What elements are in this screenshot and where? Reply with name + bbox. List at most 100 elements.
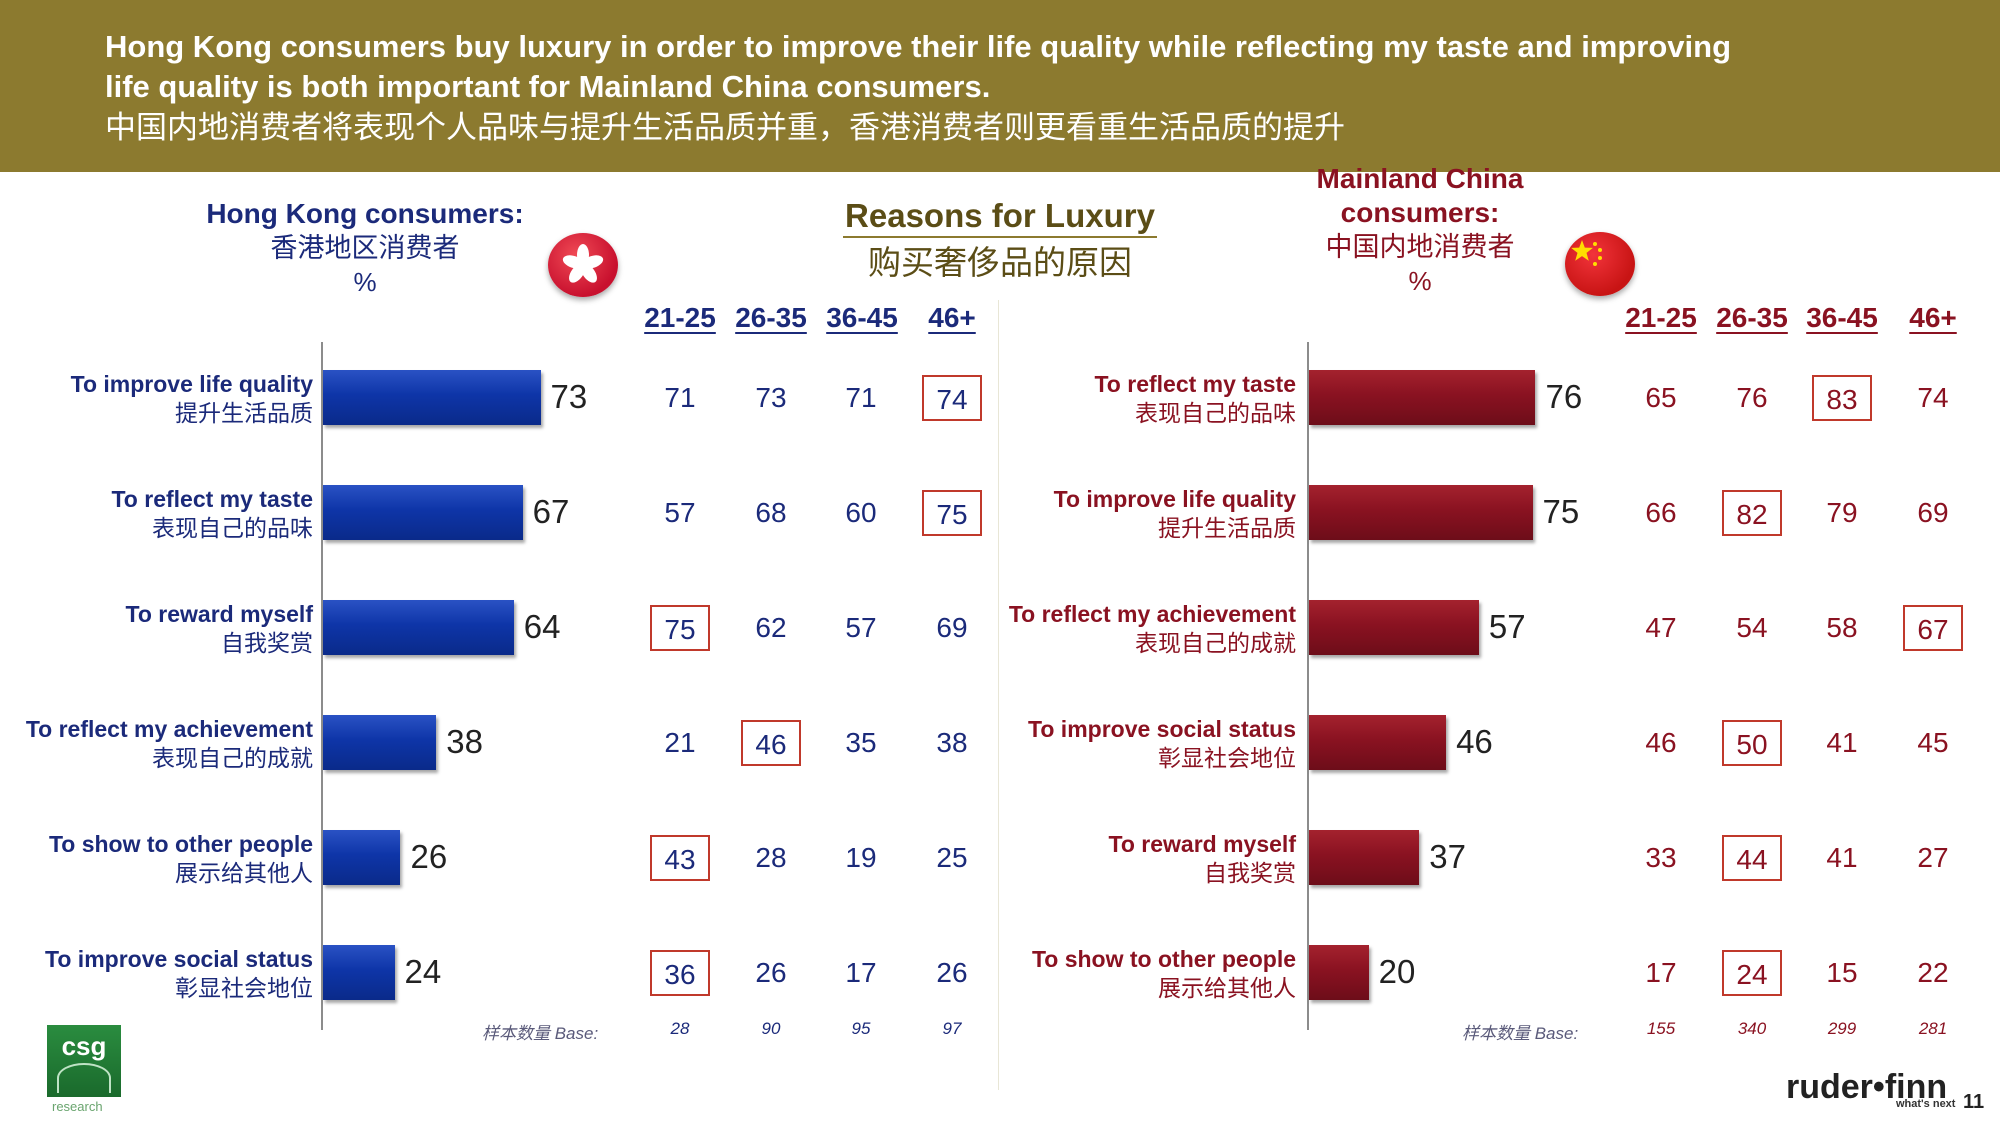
category-label-zh: 彰显社会地位 (175, 975, 313, 1001)
category-label: To reflect my achievement 表现自己的成就 (0, 715, 313, 773)
base-value: 155 (1646, 1019, 1676, 1038)
age-cell: 76 (1736, 382, 1768, 413)
age-cell: 79 (1826, 497, 1858, 528)
category-label-en: To improve life quality (1053, 486, 1296, 512)
hk-panel-title: Hong Kong consumers: 香港地区消费者 % (195, 197, 535, 299)
age-cell: 65 (1645, 382, 1677, 413)
headline-line-1: Hong Kong consumers buy luxury in order … (105, 29, 1732, 64)
china-flag-icon (1565, 232, 1635, 296)
highlighted-cell: 82 (1722, 490, 1782, 536)
bar-value-label: 75 (1542, 493, 1580, 530)
category-label-zh: 表现自己的品味 (1135, 400, 1296, 426)
age-cell: 28 (755, 842, 787, 873)
csg-logo: csg (47, 1025, 121, 1097)
headline-chinese: 中国内地消费者将表现个人品味与提升生活品质并重，香港消费者则更看重生活品质的提升 (105, 110, 1345, 145)
category-label-en: To reward myself (125, 601, 313, 627)
globe-icon (57, 1063, 111, 1093)
bar (1309, 485, 1533, 540)
category-label-zh: 表现自己的成就 (1135, 630, 1296, 656)
bar-value-label: 67 (532, 493, 570, 530)
cn-age-header: 46+ (1909, 302, 1957, 333)
bar (1309, 600, 1479, 655)
category-label-zh: 彰显社会地位 (1158, 745, 1296, 771)
cn-unit: % (1408, 266, 1432, 296)
base-value: 28 (670, 1019, 690, 1038)
age-cell: 41 (1826, 842, 1858, 873)
age-cell: 33 (1645, 842, 1677, 873)
category-label: To improve life quality 提升生活品质 (0, 370, 313, 428)
category-label-zh: 自我奖赏 (1204, 860, 1296, 886)
hk-title-en: Hong Kong consumers: (206, 198, 524, 229)
category-label-zh: 自我奖赏 (221, 630, 313, 656)
hk-age-header: 36-45 (826, 302, 898, 333)
cn-axis-line (1307, 342, 1309, 1030)
bar (323, 600, 514, 655)
bar-value-label: 20 (1378, 953, 1416, 990)
highlighted-cell: 74 (922, 375, 982, 421)
cn-title-zh: 中国内地消费者 (1325, 232, 1515, 262)
category-label-en: To reflect my taste (111, 486, 313, 512)
category-label: To reward myself 自我奖赏 (966, 830, 1296, 888)
bar-value-label: 57 (1488, 608, 1526, 645)
age-cell: 17 (845, 957, 877, 988)
age-cell: 57 (845, 612, 877, 643)
category-label-zh: 表现自己的品味 (152, 515, 313, 541)
center-title: Reasons for Luxury 购买奢侈品的原因 (830, 196, 1170, 284)
base-value: 95 (851, 1019, 871, 1038)
age-cell: 35 (845, 727, 877, 758)
cn-title-en: Mainland China consumers: (1316, 163, 1524, 228)
hk-age-header: 46+ (928, 302, 976, 333)
category-label: To reflect my taste 表现自己的品味 (0, 485, 313, 543)
category-label-en: To show to other people (1031, 946, 1296, 972)
base-value: 340 (1737, 1019, 1767, 1038)
age-cell: 41 (1826, 727, 1858, 758)
age-cell: 68 (755, 497, 787, 528)
bar-value-label: 37 (1429, 838, 1466, 875)
age-cell: 57 (664, 497, 696, 528)
hk-age-header: 26-35 (735, 302, 807, 333)
cn-panel-title: Mainland China consumers: 中国内地消费者 % (1265, 162, 1575, 298)
hk-axis-line (321, 342, 323, 1030)
highlighted-cell: 44 (1722, 835, 1782, 881)
category-label: To show to other people 展示给其他人 (966, 945, 1296, 1003)
age-cell: 26 (936, 957, 968, 988)
category-label-en: To reward myself (1108, 831, 1296, 857)
category-label-en: To improve life quality (70, 371, 313, 397)
cn-age-header: 36-45 (1806, 302, 1878, 333)
age-cell: 17 (1645, 957, 1677, 988)
page-number: 11 (1963, 1091, 1985, 1113)
category-label-en: To improve social status (1028, 716, 1296, 742)
hk-title-zh: 香港地区消费者 (270, 233, 460, 263)
age-cell: 71 (845, 382, 877, 413)
bar (323, 485, 523, 540)
age-cell: 62 (755, 612, 787, 643)
category-label: To show to other people 展示给其他人 (0, 830, 313, 888)
age-cell: 15 (1826, 957, 1858, 988)
highlighted-cell: 75 (922, 490, 982, 536)
csg-logo-text: csg (61, 1031, 107, 1061)
bar (323, 370, 541, 425)
category-label: To improve social status 彰显社会地位 (966, 715, 1296, 773)
bar-value-label: 38 (446, 723, 483, 760)
bar-value-label: 73 (550, 378, 588, 415)
bar (323, 830, 401, 885)
hk-age-header: 21-25 (644, 302, 716, 333)
category-label-zh: 表现自己的成就 (152, 745, 313, 771)
highlighted-cell: 83 (1812, 375, 1872, 421)
category-label-zh: 展示给其他人 (1158, 975, 1296, 1001)
age-cell: 69 (1917, 497, 1949, 528)
panel-divider (998, 300, 999, 1090)
category-label: To reward myself 自我奖赏 (0, 600, 313, 658)
age-cell: 45 (1917, 727, 1949, 758)
category-label-en: To reflect my achievement (25, 716, 313, 742)
ruder-finn-tagline: what's next (1896, 1098, 1956, 1110)
ruder-finn-logo: ruder•finn (1786, 1068, 1948, 1106)
category-label-zh: 展示给其他人 (175, 860, 313, 886)
category-label: To reflect my achievement 表现自己的成就 (966, 600, 1296, 658)
bar (1309, 830, 1420, 885)
center-title-zh: 购买奢侈品的原因 (868, 244, 1132, 281)
cn-age-header: 21-25 (1625, 302, 1697, 333)
bar (1309, 715, 1447, 770)
hk-unit: % (353, 267, 377, 297)
bar (323, 715, 437, 770)
